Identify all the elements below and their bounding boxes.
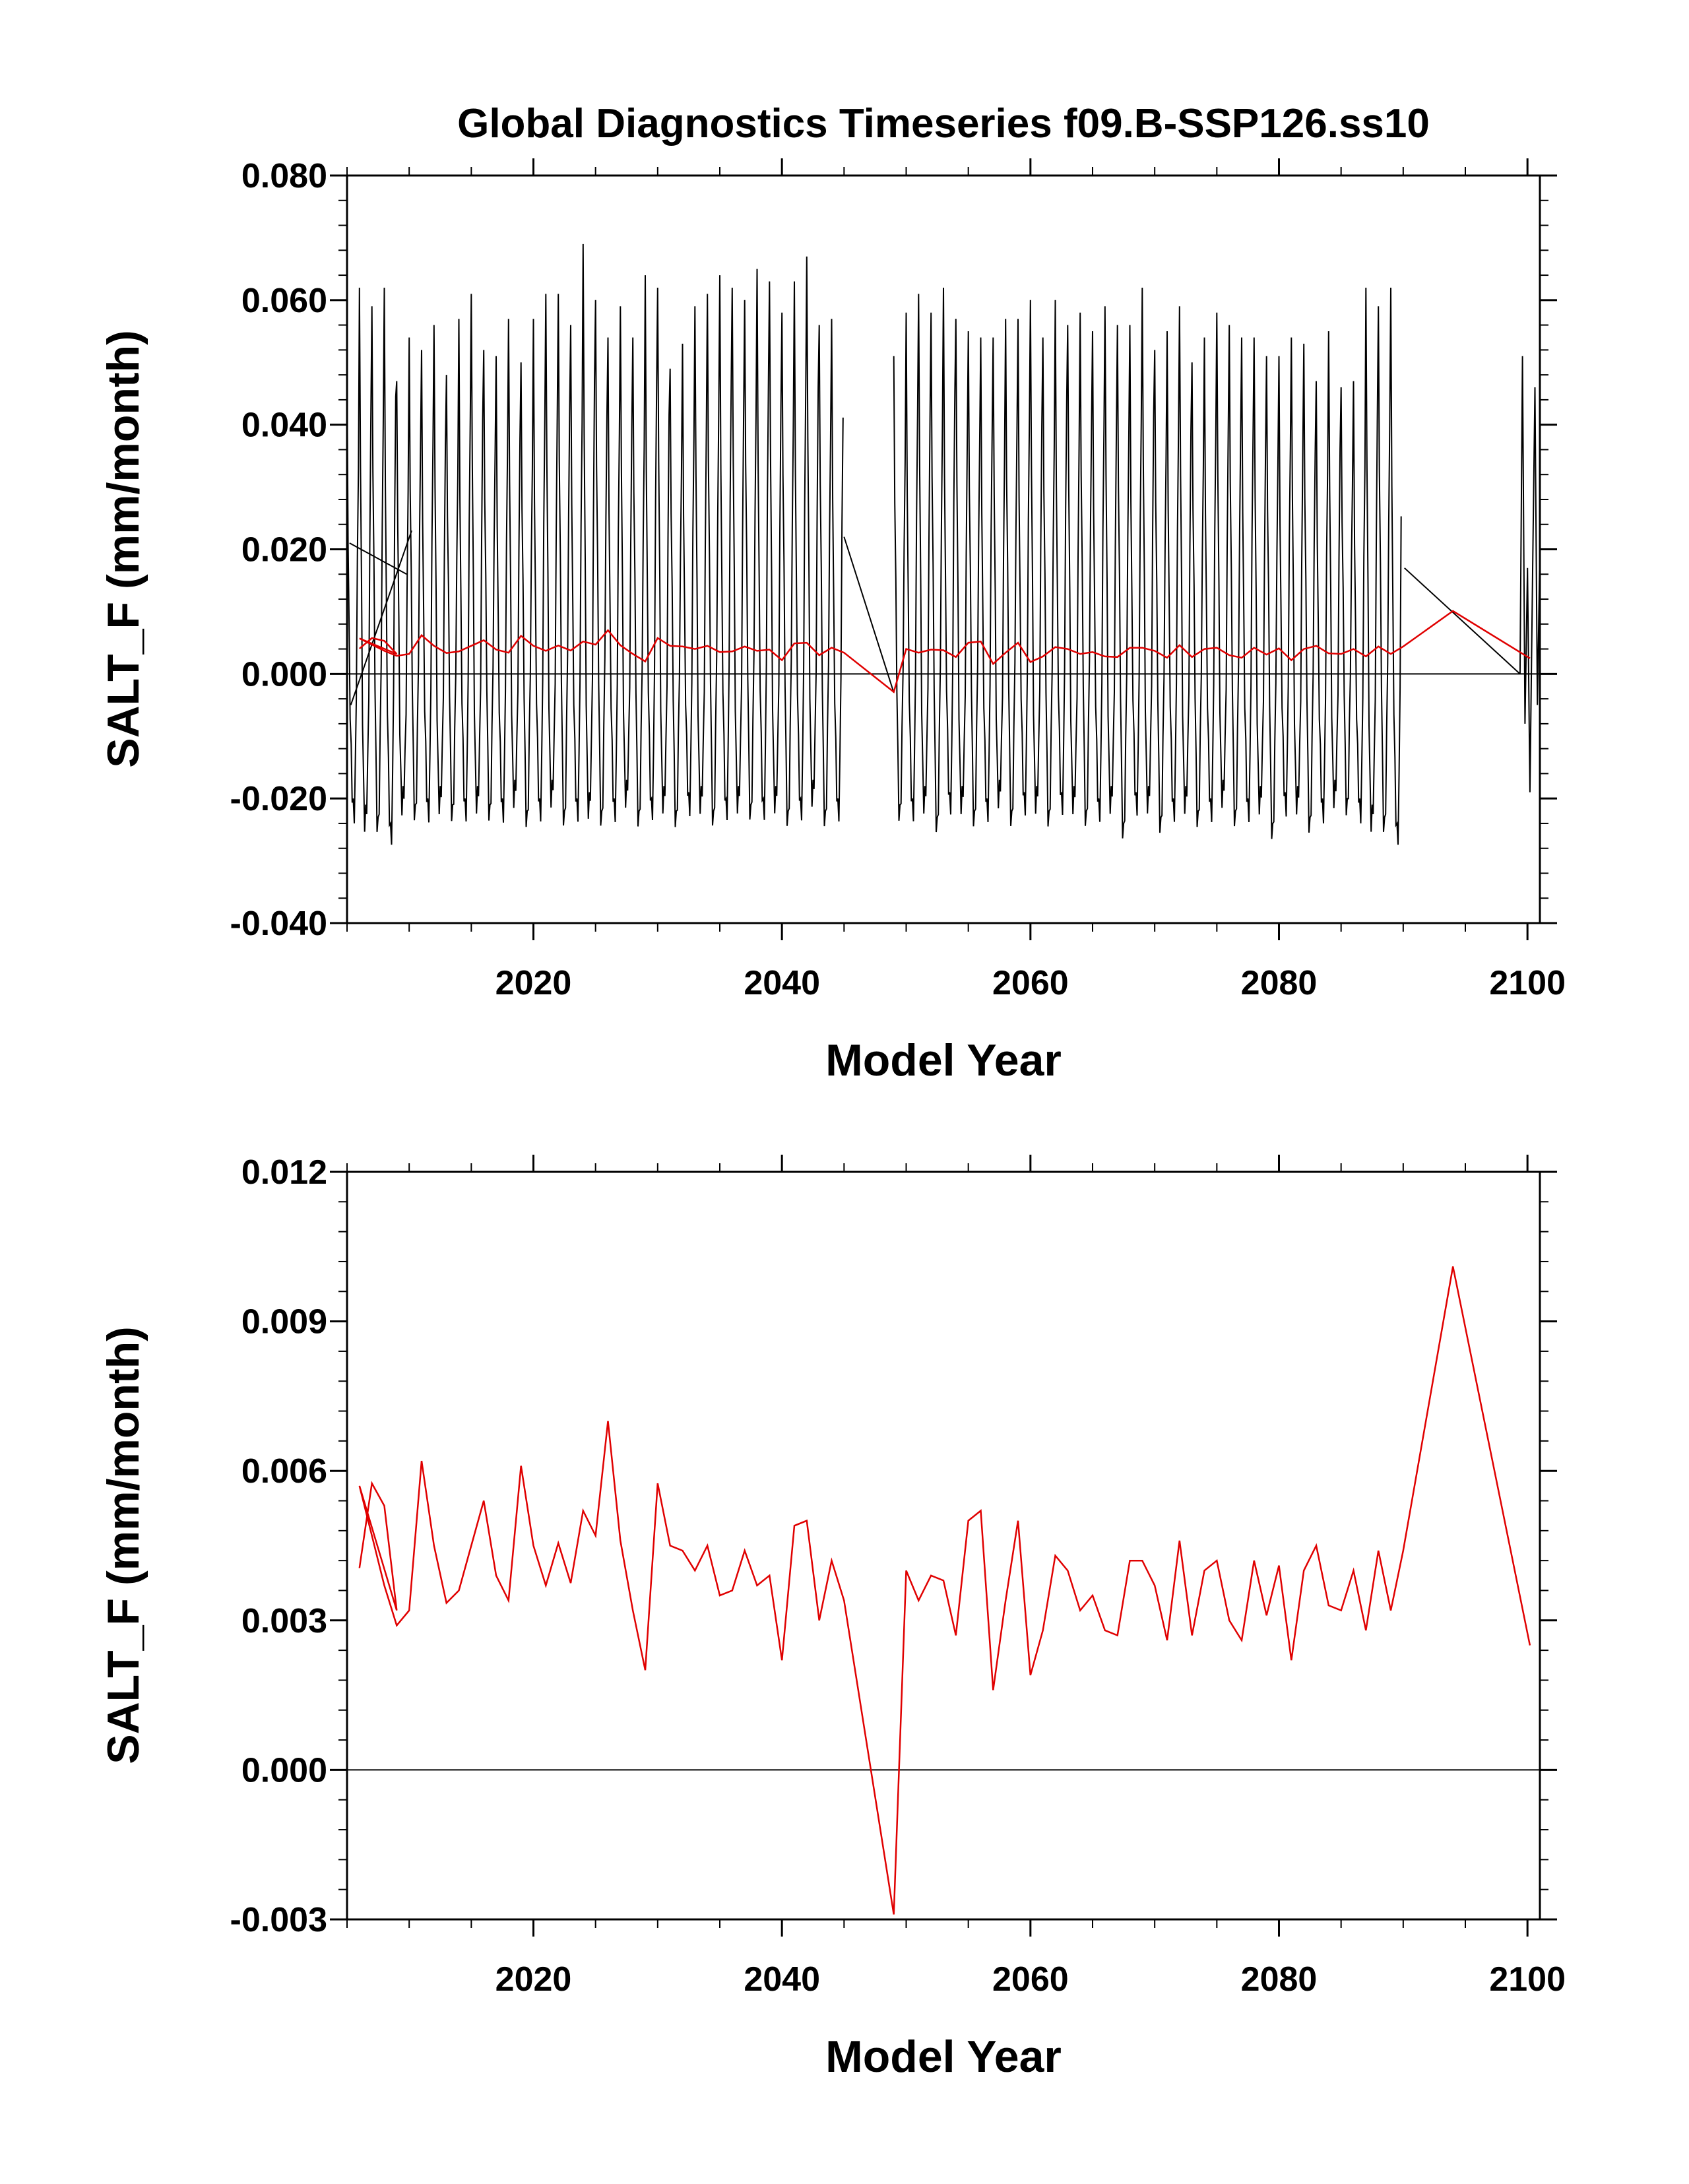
top-y-tick-label--0.020: -0.020 — [230, 780, 327, 818]
top-x-tick-label-2020: 2020 — [495, 964, 572, 1002]
bottom-y-tick-label-0.000: 0.000 — [241, 1751, 327, 1789]
bottom-annual-series — [358, 1266, 1531, 1915]
top-axes: 2020 2040 2060 2080 2100 -0.040 -0.020 0.000 0.0… — [230, 157, 1566, 1002]
monthly-connector-3 — [843, 536, 895, 693]
monthly-segment-3 — [1519, 356, 1541, 792]
top-x-tick-label-2060: 2060 — [992, 964, 1069, 1002]
top-panel: 2020 2040 2060 2080 2100 -0.040 -0.020 0.000 0.0… — [98, 157, 1566, 1085]
top-monthly-series — [346, 243, 1541, 845]
bottom-y-tick-label-0.009: 0.009 — [241, 1303, 327, 1341]
top-x-tick-label-2080: 2080 — [1241, 964, 1318, 1002]
bottom-y-tick-label-0.006: 0.006 — [241, 1452, 327, 1491]
bottom-x-tick-label-2080: 2080 — [1241, 1960, 1318, 1999]
top-y-tick-label--0.040: -0.040 — [230, 905, 327, 943]
bottom-panel: 2020 2040 2060 2080 2100 -0.003 0.000 0.003 0.00… — [98, 1153, 1566, 2082]
bottom-y-tick-label-0.012: 0.012 — [241, 1153, 327, 1192]
top-x-axis-label: Model Year — [825, 1035, 1062, 1085]
bottom-x-tick-label-2060: 2060 — [992, 1960, 1069, 1999]
top-y-tick-label-0.020: 0.020 — [241, 531, 327, 569]
top-x-tick-label-2100: 2100 — [1489, 964, 1566, 1002]
top-y-tick-label-0.060: 0.060 — [241, 282, 327, 320]
monthly-segment-1 — [346, 243, 844, 845]
top-y-tick-label-0.040: 0.040 — [241, 406, 327, 445]
top-y-axis-label: SALT_F (mm/month) — [98, 330, 148, 768]
monthly-connector-4 — [1404, 567, 1521, 675]
bottom-x-tick-label-2020: 2020 — [495, 1960, 572, 1999]
bottom-axes: 2020 2040 2060 2080 2100 -0.003 0.000 0.003 0.00… — [230, 1153, 1566, 1999]
bottom-y-axis-label: SALT_F (mm/month) — [98, 1326, 148, 1764]
top-annual-series — [358, 610, 1531, 693]
monthly-connector-2 — [350, 530, 412, 705]
top-x-tick-label-2040: 2040 — [744, 964, 820, 1002]
top-annual-line — [358, 610, 1531, 693]
bottom-y-tick-label--0.003: -0.003 — [230, 1901, 327, 1939]
monthly-connector-1 — [349, 542, 407, 575]
top-y-tick-label-0.000: 0.000 — [241, 655, 327, 693]
top-y-tick-label-0.080: 0.080 — [241, 157, 327, 195]
figure-title: Global Diagnostics Timeseries f09.B-SSP1… — [457, 101, 1430, 146]
monthly-segment-2 — [893, 287, 1402, 845]
bottom-x-tick-label-2100: 2100 — [1489, 1960, 1566, 1999]
bottom-x-axis-label: Model Year — [825, 2032, 1062, 2082]
bottom-y-tick-label-0.003: 0.003 — [241, 1602, 327, 1640]
bottom-annual-line — [358, 1266, 1531, 1915]
bottom-plot-frame — [346, 1171, 1541, 1921]
bottom-x-tick-label-2040: 2040 — [744, 1960, 820, 1999]
